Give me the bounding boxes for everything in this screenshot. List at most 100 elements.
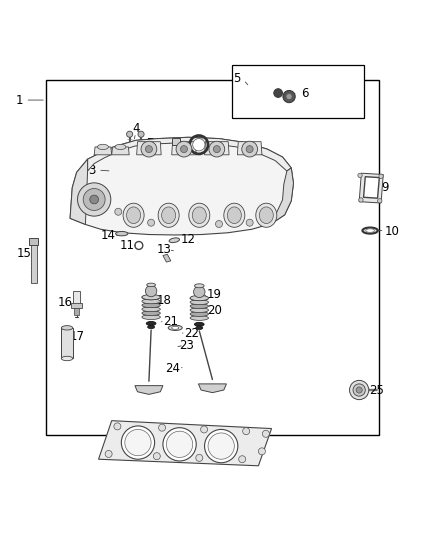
Ellipse shape — [61, 326, 73, 330]
Circle shape — [159, 424, 166, 431]
Text: 12: 12 — [181, 233, 196, 246]
Ellipse shape — [190, 308, 208, 312]
Ellipse shape — [189, 203, 210, 227]
Ellipse shape — [162, 207, 176, 223]
Ellipse shape — [115, 144, 126, 150]
Text: 16: 16 — [57, 296, 72, 309]
Circle shape — [205, 430, 238, 463]
Circle shape — [246, 146, 253, 152]
Ellipse shape — [190, 304, 208, 309]
Circle shape — [153, 453, 160, 459]
Ellipse shape — [194, 284, 204, 288]
Circle shape — [242, 141, 258, 157]
Ellipse shape — [196, 326, 203, 329]
Ellipse shape — [148, 325, 155, 329]
Circle shape — [239, 456, 246, 463]
Ellipse shape — [142, 314, 160, 319]
Circle shape — [353, 384, 365, 396]
Ellipse shape — [142, 295, 160, 300]
Ellipse shape — [194, 322, 204, 326]
Ellipse shape — [127, 207, 141, 223]
Circle shape — [350, 381, 369, 400]
Text: 3: 3 — [88, 164, 95, 176]
Bar — [31, 244, 37, 283]
Ellipse shape — [142, 299, 160, 304]
Polygon shape — [70, 159, 88, 224]
Ellipse shape — [190, 316, 208, 320]
Circle shape — [196, 455, 203, 462]
Ellipse shape — [190, 300, 208, 304]
Text: 22: 22 — [184, 327, 199, 340]
Ellipse shape — [259, 207, 273, 223]
Circle shape — [193, 139, 205, 151]
Circle shape — [201, 426, 208, 433]
Polygon shape — [99, 421, 272, 466]
Polygon shape — [172, 142, 196, 155]
Circle shape — [176, 141, 192, 157]
Text: 21: 21 — [163, 315, 178, 328]
Circle shape — [121, 426, 155, 459]
Ellipse shape — [366, 229, 374, 232]
Ellipse shape — [147, 283, 155, 287]
Bar — [172, 138, 180, 145]
Circle shape — [194, 286, 205, 297]
Circle shape — [141, 141, 157, 157]
Ellipse shape — [142, 307, 160, 312]
Text: 14: 14 — [101, 229, 116, 243]
Polygon shape — [198, 384, 226, 393]
Bar — [61, 328, 73, 359]
Text: 9: 9 — [381, 181, 389, 194]
Circle shape — [243, 427, 250, 435]
Circle shape — [114, 423, 121, 430]
Text: 13: 13 — [157, 244, 172, 256]
Ellipse shape — [190, 312, 208, 317]
Polygon shape — [112, 147, 129, 155]
Circle shape — [208, 433, 234, 459]
Circle shape — [286, 93, 292, 100]
Circle shape — [213, 146, 220, 152]
Ellipse shape — [169, 238, 180, 243]
Circle shape — [356, 387, 362, 393]
Polygon shape — [364, 177, 379, 198]
Ellipse shape — [146, 321, 156, 326]
Circle shape — [138, 131, 144, 138]
Circle shape — [125, 430, 151, 456]
Polygon shape — [88, 138, 291, 171]
Ellipse shape — [123, 203, 144, 227]
Circle shape — [78, 183, 111, 216]
Text: 6: 6 — [300, 87, 308, 100]
Polygon shape — [163, 254, 171, 262]
Text: 24: 24 — [166, 361, 180, 375]
Circle shape — [163, 427, 196, 461]
Circle shape — [274, 88, 283, 98]
Circle shape — [127, 131, 133, 138]
Ellipse shape — [224, 203, 245, 227]
Circle shape — [379, 174, 383, 179]
Text: 7: 7 — [147, 138, 155, 150]
Circle shape — [258, 448, 265, 455]
Polygon shape — [94, 147, 112, 155]
Circle shape — [145, 146, 152, 152]
Bar — [71, 303, 82, 308]
Ellipse shape — [142, 303, 160, 308]
Polygon shape — [237, 142, 262, 155]
Circle shape — [283, 91, 295, 103]
Circle shape — [358, 173, 362, 177]
Circle shape — [215, 221, 223, 228]
Ellipse shape — [142, 311, 160, 316]
Polygon shape — [272, 168, 293, 223]
Bar — [232, 65, 364, 118]
Text: 18: 18 — [157, 294, 172, 307]
Text: 5: 5 — [233, 71, 240, 85]
Circle shape — [180, 146, 187, 152]
Bar — [29, 238, 38, 245]
Circle shape — [83, 189, 105, 211]
Circle shape — [90, 195, 99, 204]
Ellipse shape — [168, 325, 182, 330]
Ellipse shape — [256, 203, 277, 227]
Circle shape — [115, 208, 122, 215]
Bar — [73, 292, 80, 304]
Circle shape — [166, 431, 193, 457]
Polygon shape — [70, 138, 293, 235]
Text: 8: 8 — [213, 140, 220, 152]
